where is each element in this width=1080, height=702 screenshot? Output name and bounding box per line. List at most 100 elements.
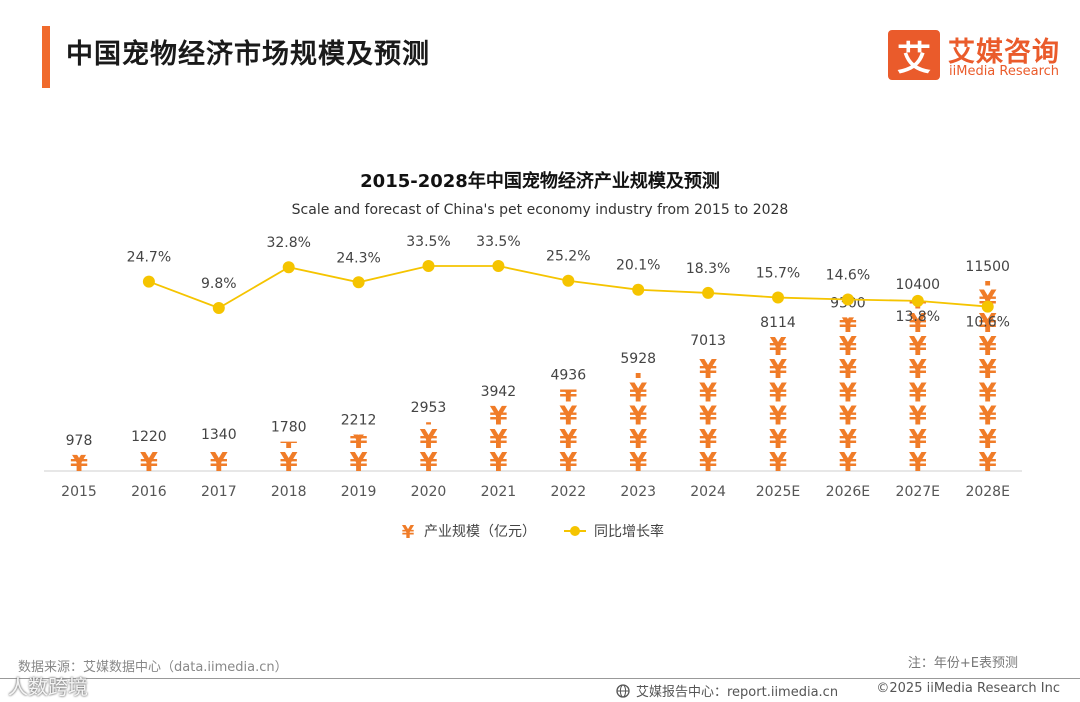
yuan-bar-2015: ¥¥ (70, 455, 88, 471)
yuan-bar-2026E: ¥¥¥¥¥¥¥¥ (839, 309, 857, 478)
copyright: ©2025 iiMedia Research Inc (876, 681, 1060, 696)
logo-chinese-name: 艾媒咨询 (948, 37, 1060, 68)
yuan-icon: ¥ (419, 448, 437, 478)
growth-rate-label: 15.7% (756, 266, 800, 282)
bar-value-label: 1220 (131, 429, 167, 445)
logo-english-name: iiMedia Research (949, 64, 1060, 79)
forecast-note: 注：年份+E表预测 (907, 656, 1018, 671)
yuan-icon: ¥ (629, 355, 647, 385)
yuan-icon: ¥ (559, 425, 577, 455)
bar-value-label: 3942 (481, 384, 517, 400)
globe-icon (616, 683, 630, 698)
yuan-bar-2024: ¥¥¥¥¥¥ (699, 332, 717, 478)
yuan-icon: ¥ (699, 332, 717, 362)
yuan-icon: ¥ (909, 355, 927, 385)
growth-rate-point (841, 293, 854, 306)
yuan-icon: ¥ (699, 448, 717, 478)
yuan-bar-2027E: ¥¥¥¥¥¥¥¥¥ (909, 299, 927, 471)
yuan-icon: ¥ (699, 355, 717, 385)
x-tick-label: 2027E (896, 484, 940, 500)
yuan-icon: ¥ (699, 402, 717, 432)
bar-value-label: 8114 (760, 315, 796, 331)
growth-rate-point (352, 276, 365, 289)
yuan-bar-2016: ¥¥ (140, 425, 158, 471)
bar-value-label: 978 (66, 433, 93, 449)
bar-value-label: 2212 (341, 412, 377, 428)
yuan-bar-2020: ¥¥¥¥ (419, 402, 437, 478)
chart-subtitle: Scale and forecast of China's pet econom… (291, 202, 789, 218)
yuan-icon: ¥ (979, 378, 997, 408)
yuan-icon: ¥ (979, 262, 997, 292)
legend-bar-icon: ¥ (402, 522, 415, 543)
growth-rate-label: 33.5% (476, 234, 520, 250)
footer-divider (0, 678, 1080, 679)
yuan-icon: ¥ (350, 448, 368, 478)
legend-line-marker (570, 526, 580, 536)
report-center-text: 艾媒报告中心：report.iimedia.cn (636, 685, 839, 700)
growth-rate-label: 14.6% (826, 267, 870, 283)
title-accent-bar (42, 26, 50, 88)
x-tick-label: 2017 (201, 484, 237, 500)
data-source: 数据来源：艾媒数据中心（data.iimedia.cn） (18, 660, 288, 675)
yuan-icon: ¥ (909, 332, 927, 362)
watermark: 人数跨境 (8, 675, 88, 699)
yuan-icon: ¥ (839, 309, 857, 339)
growth-rate-label: 10.6% (965, 315, 1009, 331)
bar-value-label: 11500 (965, 259, 1010, 275)
x-tick-label: 2026E (826, 484, 870, 500)
yuan-bar-2028E: ¥¥¥¥¥¥¥¥¥¥ (979, 262, 997, 471)
yuan-icon: ¥ (280, 448, 298, 478)
yuan-icon: ¥ (559, 378, 577, 408)
growth-rate-point (911, 294, 924, 307)
bar-value-label: 4936 (550, 367, 586, 383)
yuan-icon: ¥ (280, 425, 298, 455)
yuan-icon: ¥ (489, 448, 507, 478)
bar-value-label: 2953 (411, 400, 447, 416)
yuan-icon: ¥ (629, 425, 647, 455)
x-tick-label: 2016 (131, 484, 167, 500)
yuan-icon: ¥ (629, 448, 647, 478)
yuan-icon: ¥ (979, 402, 997, 432)
yuan-bar-2017: ¥¥ (210, 449, 228, 471)
yuan-icon: ¥ (350, 425, 368, 455)
growth-rate-point (772, 291, 784, 304)
growth-rate-label: 24.7% (127, 250, 171, 266)
growth-rate-label: 13.8% (896, 309, 940, 325)
yuan-bar-2018: ¥¥¥ (280, 425, 298, 478)
yuan-icon: ¥ (769, 378, 787, 408)
growth-rate-point (212, 302, 225, 314)
growth-rate-point (981, 300, 994, 313)
yuan-icon: ¥ (699, 425, 717, 455)
growth-rate-point (492, 260, 505, 272)
yuan-icon: ¥ (979, 425, 997, 455)
yuan-icon: ¥ (979, 309, 997, 339)
bar-value-label: 10400 (896, 277, 941, 293)
yuan-icon: ¥ (419, 402, 437, 432)
yuan-icon: ¥ (909, 378, 927, 408)
yuan-icon: ¥ (909, 402, 927, 432)
yuan-icon: ¥ (769, 448, 787, 478)
yuan-icon: ¥ (839, 355, 857, 385)
yuan-icon: ¥ (839, 448, 857, 478)
yuan-icon: ¥ (839, 402, 857, 432)
growth-rate-point (422, 260, 435, 272)
yuan-icon: ¥ (769, 355, 787, 385)
yuan-icon: ¥ (769, 402, 787, 432)
iimedia-logo: 艾 艾媒咨询 iiMedia Research (888, 30, 1068, 82)
x-tick-label: 2018 (271, 484, 307, 500)
growth-rate-point (282, 261, 295, 274)
legend-line-label: 同比增长率 (594, 523, 664, 540)
pet-economy-chart: ¥¥978¥¥1220¥¥1340¥¥¥1780¥¥¥2212¥¥¥¥2953¥… (44, 234, 1022, 543)
growth-rate-label: 24.3% (336, 250, 380, 266)
legend-bar-label: 产业规模（亿元） (424, 524, 536, 540)
yuan-icon: ¥ (699, 378, 717, 408)
yuan-bar-2023: ¥¥¥¥¥¥ (629, 355, 647, 478)
bar-value-label: 1340 (201, 427, 237, 443)
report-center: 艾媒报告中心：report.iimedia.cn (616, 681, 838, 700)
yuan-icon: ¥ (769, 425, 787, 455)
yuan-icon: ¥ (140, 425, 158, 455)
growth-rate-label: 18.3% (686, 261, 730, 277)
yuan-icon: ¥ (489, 402, 507, 432)
yuan-icon: ¥ (839, 332, 857, 362)
yuan-bar-2025E: ¥¥¥¥¥¥¥ (769, 337, 787, 478)
